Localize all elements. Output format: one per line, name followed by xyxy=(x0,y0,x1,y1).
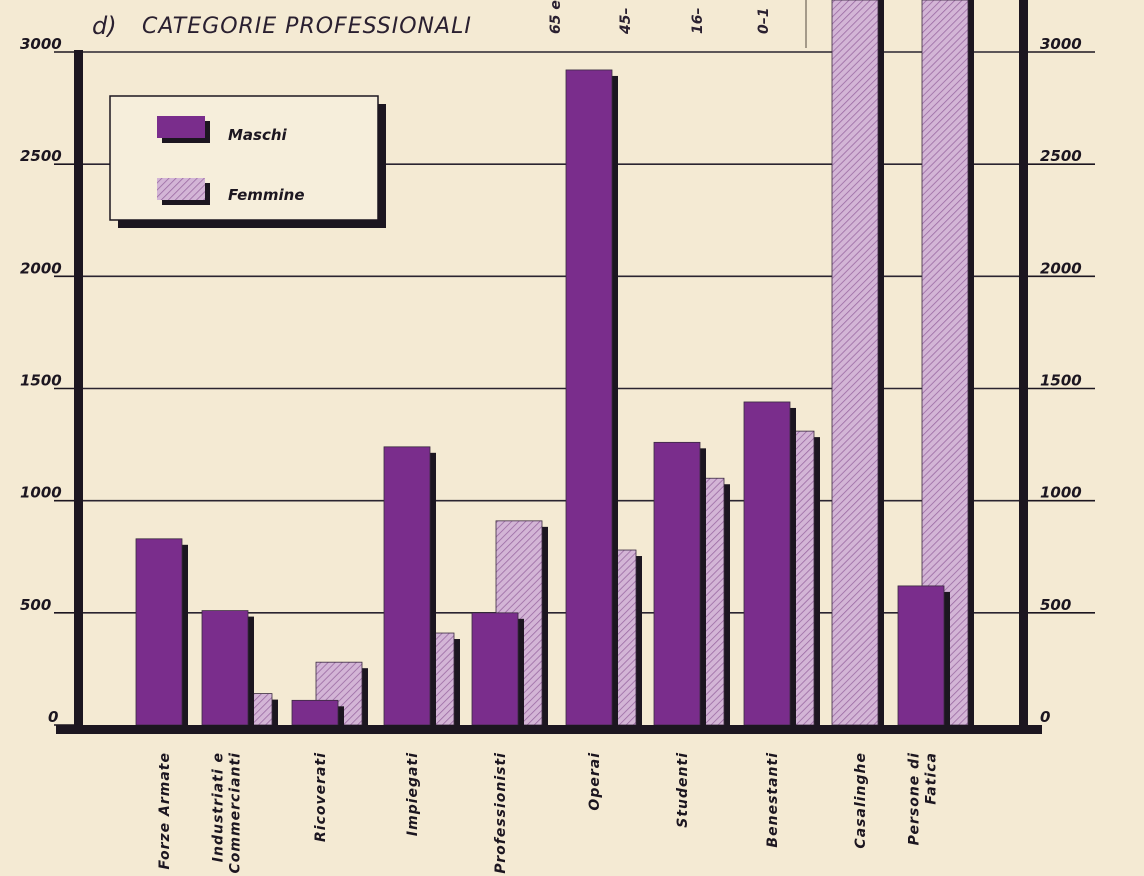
y-axis-left-ticks: 0 500 1000 1500 2000 2500 3000 xyxy=(20,35,78,726)
bar-maschi xyxy=(383,446,431,726)
adjacent-label: 45– xyxy=(618,8,634,35)
y-tick-label-right: 3000 xyxy=(1040,35,1082,53)
x-tick-label: Persone di xyxy=(907,752,923,845)
x-tick-label: Ricoverati xyxy=(313,752,329,842)
legend-swatch-maschi xyxy=(157,116,205,138)
x-tick-label: Professionisti xyxy=(493,752,509,874)
x-tick-label: Operai xyxy=(587,752,603,811)
x-tick-label: Benestanti xyxy=(765,752,781,848)
x-tick-label: Forze Armate xyxy=(157,752,173,869)
bar-maschi xyxy=(897,585,945,726)
y-tick-label-right: 0 xyxy=(1040,708,1050,726)
bar-maschi xyxy=(743,401,791,726)
y-tick-label-left: 500 xyxy=(20,596,51,614)
y-tick-label-left: 1500 xyxy=(20,372,62,390)
x-axis-ticks: Forze Armate Industriati e Commercianti Ric… xyxy=(157,752,940,874)
bar-femmine xyxy=(831,0,879,726)
adjacent-label: 0–1 xyxy=(756,8,772,34)
legend-label-femmine: Femmine xyxy=(228,186,305,204)
bar-maschi xyxy=(565,69,613,726)
y-tick-label-right: 500 xyxy=(1040,596,1071,614)
bar-maschi xyxy=(471,612,519,726)
bar-maschi xyxy=(135,538,183,726)
bar-maschi xyxy=(201,610,249,726)
y-axis-right-ticks: 0 500 1000 1500 2000 2500 3000 xyxy=(1028,35,1095,726)
y-tick-label-left: 3000 xyxy=(20,35,62,53)
y-tick-label-left: 2500 xyxy=(20,147,62,165)
legend-swatch-femmine xyxy=(157,178,205,200)
chart-title: CATEGORIE PROFESSIONALI xyxy=(142,14,472,39)
y-tick-label-left: 0 xyxy=(48,708,58,726)
legend-label-maschi: Maschi xyxy=(228,126,288,144)
y-axis-left xyxy=(74,50,83,734)
legend-box xyxy=(109,95,379,221)
bars xyxy=(135,0,974,726)
x-tick-label: Impiegati xyxy=(405,752,421,836)
bar-maschi xyxy=(291,699,339,726)
bar-maschi xyxy=(653,441,701,726)
y-tick-label-right: 2000 xyxy=(1040,259,1082,277)
legend: Maschi Femmine xyxy=(109,95,386,228)
y-tick-label-right: 2500 xyxy=(1040,147,1082,165)
x-axis xyxy=(56,725,1042,734)
y-tick-label-right: 1500 xyxy=(1040,372,1082,390)
adjacent-chart-labels: 65 e 45– 16– 0–1 xyxy=(548,0,772,35)
x-tick-label: Fatica xyxy=(924,752,940,805)
x-tick-label: Industriati e xyxy=(211,752,227,862)
y-tick-label-left: 2000 xyxy=(20,259,62,277)
y-tick-label-left: 1000 xyxy=(20,484,62,502)
y-tick-label-right: 1000 xyxy=(1040,484,1082,502)
x-tick-label: Studenti xyxy=(675,752,691,828)
adjacent-label: 16– xyxy=(690,8,706,34)
x-tick-label: Casalinghe xyxy=(853,752,869,849)
y-axis-right xyxy=(1019,0,1028,734)
panel-letter: d) xyxy=(92,12,117,40)
x-tick-label: Commercianti xyxy=(228,752,244,873)
adjacent-label: 65 e xyxy=(548,0,564,34)
